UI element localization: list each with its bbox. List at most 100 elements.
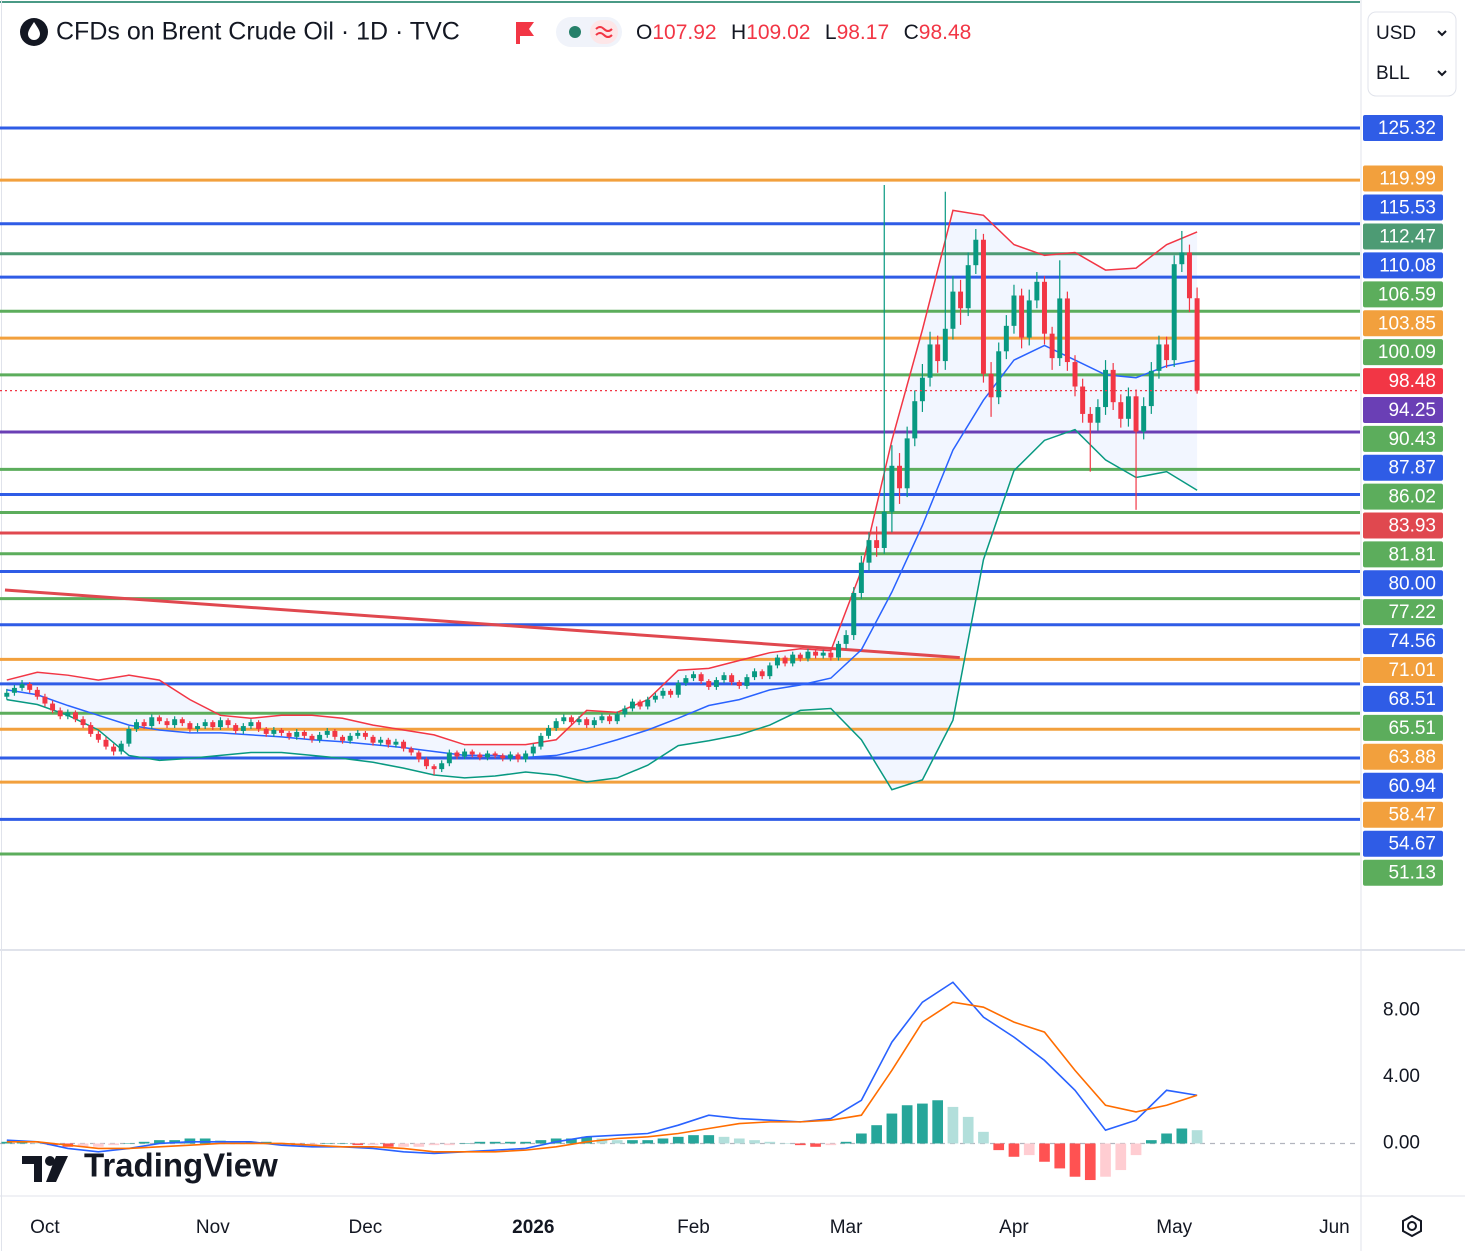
currency[interactable]: USD [1376,23,1416,44]
logo-drop [28,22,40,40]
histogram-bar [1039,1143,1050,1162]
histogram-bar [321,1143,333,1144]
candle-body [973,239,979,266]
candle-body [65,712,71,717]
price-label: 110.08 [1379,255,1436,276]
histogram-bar [459,1143,470,1144]
candle-body [652,695,658,700]
histogram-bar [199,1138,211,1144]
candle-body [912,401,918,439]
candle-body [126,729,132,744]
price-label: 77.22 [1388,602,1436,623]
price-label: 115.53 [1379,198,1436,219]
ohlc-key: O [636,21,652,44]
candle-body [683,678,689,684]
candle-body [1003,325,1009,352]
histogram-bar [871,1125,882,1144]
unit-dropdown[interactable]: BLL [1376,63,1447,84]
price-label: 74.56 [1388,631,1436,652]
candle-body [1156,344,1162,371]
price-label-bg [1363,714,1443,741]
price-label-bg [1363,599,1443,626]
candle-body [88,725,94,734]
candle-body [202,722,208,727]
candle-body [164,721,170,726]
ohlc-legend: O107.92 H109.02 L98.17 C98.48 [636,21,971,44]
candle-body [1118,402,1124,419]
macd-line [6,1001,1198,1153]
candle-body [294,731,300,737]
gear-icon[interactable] [1402,1214,1422,1238]
candle-body [34,689,40,697]
price-label: 103.85 [1378,313,1436,334]
candle-body [423,759,429,767]
candle-body [1103,369,1109,408]
candle-body [141,722,147,727]
candle-body [843,635,849,644]
candle-body [378,739,384,743]
candle-body [759,671,765,677]
histogram-bar [413,1143,425,1147]
price-label-bg [1363,114,1443,141]
plot-area [0,126,1360,1181]
settings-button[interactable] [1402,1214,1422,1238]
logo-mark [46,1156,68,1182]
candle-body [156,717,162,722]
candle-body [927,344,933,378]
x-tick-label: May [1156,1217,1192,1238]
price-label-bg [1363,339,1443,366]
unit[interactable]: BLL [1376,63,1410,84]
candle-body [660,690,666,696]
histogram-bar [566,1138,577,1144]
chevron [1437,30,1447,37]
candle-body [240,726,246,731]
histogram-bar [550,1138,562,1144]
histogram-bar [581,1136,593,1144]
candle-body [355,732,361,736]
flag-icon[interactable] [516,22,534,44]
candle-body [996,351,1002,398]
ohlc-value: 98.48 [919,21,972,44]
candle-body [774,657,780,666]
candle-body [752,671,758,678]
histogram-bar [794,1143,806,1146]
price-label-bg [1363,656,1443,683]
currency-dropdown[interactable]: USD [1376,23,1447,44]
y-tick-label: 8.00 [1383,1000,1420,1021]
price-label: 125.32 [1378,118,1436,139]
candle-body [576,719,582,723]
ohlc-key: C [904,21,919,44]
tradingview-logo: TradingView [22,1147,278,1184]
candle-body [80,719,86,726]
candle-body [416,752,422,760]
candle-body [904,438,910,489]
price-label: 90.43 [1388,429,1436,450]
candle-body [271,729,277,734]
candle-body [439,763,445,770]
x-tick-label: Dec [349,1217,383,1238]
candle-body [1019,295,1025,338]
histogram-bar [703,1135,715,1144]
histogram-bar [1084,1143,1096,1181]
histogram-bar [947,1106,959,1144]
band-upper [6,209,1198,746]
histogram-bar [825,1143,837,1146]
candle-body [1034,281,1040,301]
candle-body [538,735,544,747]
candle-body [828,652,834,658]
candle-body [72,712,78,720]
candle-body [477,754,483,758]
candle-body [1042,281,1047,334]
candle-body [118,743,124,752]
candle-body [95,733,101,740]
candle-body [50,703,56,711]
candle-body [614,714,620,722]
chevron [1437,70,1447,77]
histogram-bar [1100,1143,1111,1177]
histogram-bar [886,1113,898,1144]
candle-body [767,665,773,677]
header: CFDs on Brent Crude Oil · 1D · TVC O107.… [20,17,971,47]
price-label-bg [1363,859,1443,886]
candle-body [462,751,468,757]
ohlc-value: 98.17 [837,21,890,44]
